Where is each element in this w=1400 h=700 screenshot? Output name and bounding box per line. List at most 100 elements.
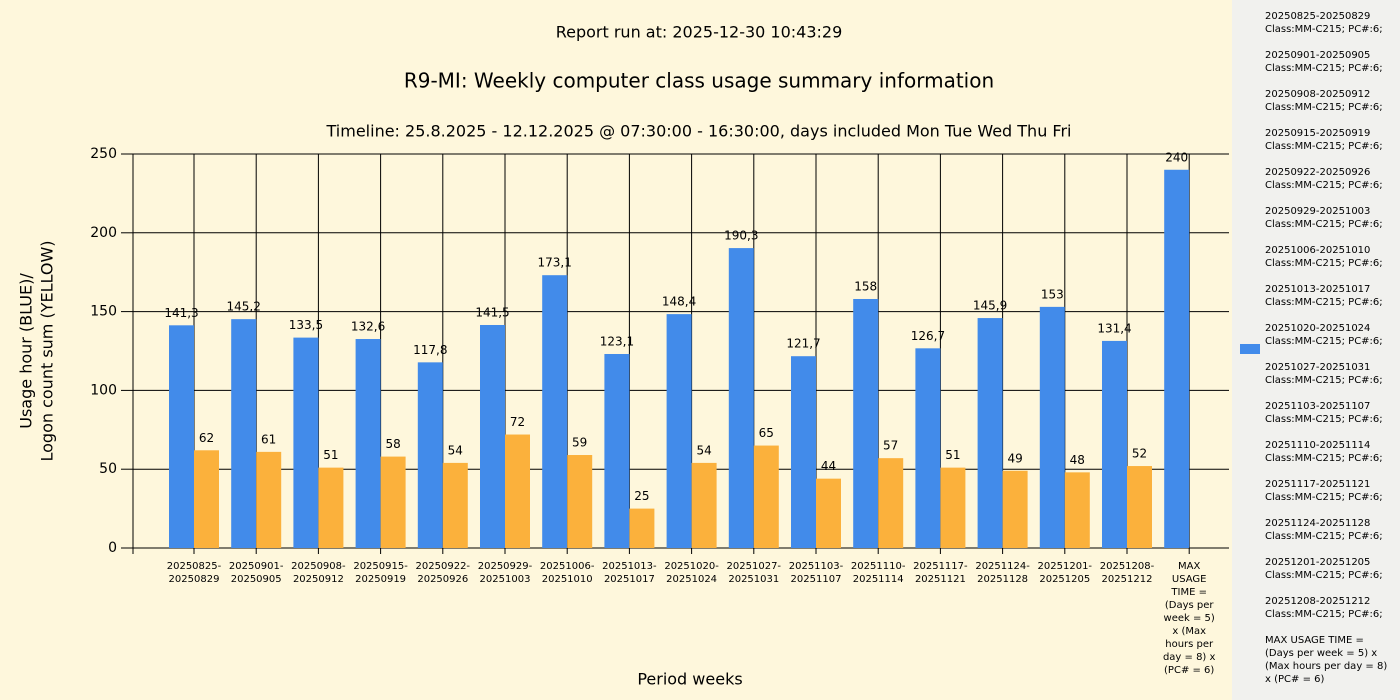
bar	[442, 462, 468, 548]
legend-text: 20251124-20251128	[1265, 518, 1371, 529]
legend-text: 20250915-20250919	[1265, 128, 1371, 139]
plot: Report run at: 2025-12-30 10:43:29 R9-MI…	[17, 23, 1229, 689]
legend-text: Class:MM-C215; PC#:6;	[1265, 531, 1383, 542]
value-label: 173,1	[538, 256, 572, 270]
legend-entry: 20250825-20250829 Class:MM-C215; PC#:6;	[1265, 10, 1395, 36]
bar	[505, 434, 530, 548]
bar	[1064, 472, 1090, 548]
bar	[604, 353, 630, 548]
value-label: 62	[199, 431, 214, 445]
legend-entry: 20250922-20250926 Class:MM-C215; PC#:6;	[1265, 166, 1395, 192]
x-tick-label: 20251208-20251212	[1099, 561, 1155, 585]
legend-text: Class:MM-C215; PC#:6;	[1265, 453, 1383, 464]
x-tick-label: 20250901-20250905	[228, 561, 284, 585]
legend-text: Class:MM-C215; PC#:6;	[1265, 258, 1383, 269]
y-tick-label: 250	[90, 146, 117, 162]
legend-text: Class:MM-C215; PC#:6;	[1265, 63, 1383, 74]
value-label: 145,2	[227, 300, 261, 314]
bar	[1102, 340, 1127, 548]
legend-text: 20251027-20251031	[1265, 362, 1371, 373]
value-label: 61	[261, 432, 276, 446]
value-label: 131,4	[1097, 321, 1131, 335]
legend-text: Class:MM-C215; PC#:6;	[1265, 492, 1383, 503]
legend-text: 20251103-20251107	[1265, 401, 1371, 412]
legend-text: Class:MM-C215; PC#:6;	[1265, 219, 1383, 230]
legend-text: 20251201-20251205	[1265, 557, 1371, 568]
bar	[629, 508, 655, 548]
x-tick-label: 20250908-20250912	[291, 561, 346, 585]
value-label: 48	[1070, 453, 1085, 467]
legend-text: 20250825-20250829	[1265, 11, 1371, 22]
legend-text: Class:MM-C215; PC#:6;	[1265, 102, 1383, 113]
bar	[194, 450, 219, 548]
legend-text: Class:MM-C215; PC#:6;	[1265, 336, 1383, 347]
value-label: 121,7	[786, 337, 820, 351]
legend-entry: 20251124-20251128 Class:MM-C215; PC#:6;	[1265, 517, 1395, 543]
legend-text: Class:MM-C215; PC#:6;	[1265, 24, 1383, 35]
report-run: Report run at: 2025-12-30 10:43:29	[556, 23, 843, 42]
legend-entry: 20251208-20251212 Class:MM-C215; PC#:6;	[1265, 595, 1395, 621]
bar	[231, 319, 257, 548]
value-label: 51	[945, 448, 960, 462]
value-label: 49	[1007, 451, 1022, 465]
bar	[380, 456, 406, 548]
bar	[878, 458, 904, 548]
bar	[853, 298, 879, 548]
value-label: 141,3	[164, 306, 198, 320]
legend-text: Class:MM-C215; PC#:6;	[1265, 375, 1383, 386]
value-label: 65	[759, 426, 774, 440]
value-label: 190,3	[724, 229, 758, 243]
chart-subtitle: Timeline: 25.8.2025 - 12.12.2025 @ 07:30…	[326, 122, 1072, 141]
bar	[293, 337, 319, 548]
legend-entry: 20251103-20251107 Class:MM-C215; PC#:6;	[1265, 400, 1395, 426]
bar	[256, 451, 282, 548]
legend-text: MAX USAGE TIME = (Days per week = 5) x (…	[1265, 635, 1388, 685]
legend-text: Class:MM-C215; PC#:6;	[1265, 180, 1383, 191]
legend-swatch	[1240, 344, 1260, 354]
bar	[940, 467, 966, 548]
y-tick-label: 150	[90, 304, 117, 320]
value-label: 52	[1132, 447, 1147, 461]
legend-entry: 20251013-20251017 Class:MM-C215; PC#:6;	[1265, 283, 1395, 309]
legend-text: Class:MM-C215; PC#:6;	[1265, 414, 1383, 425]
legend-text: 20251013-20251017	[1265, 284, 1371, 295]
value-label: 59	[572, 436, 587, 450]
bar	[791, 356, 816, 548]
legend-text: Class:MM-C215; PC#:6;	[1265, 570, 1383, 581]
legend-entry: 20251020-20251024 Class:MM-C215; PC#:6;	[1265, 322, 1395, 348]
bar	[417, 362, 443, 548]
legend: 20250825-20250829 Class:MM-C215; PC#:6; 20…	[1232, 0, 1400, 700]
value-label: 148,4	[662, 295, 696, 309]
legend-entry: 20250901-20250905 Class:MM-C215; PC#:6;	[1265, 49, 1395, 75]
legend-text: 20251208-20251212	[1265, 596, 1371, 607]
y-tick-label: 50	[99, 461, 117, 477]
value-label: 25	[634, 489, 649, 503]
x-tick-label: 20251124-20251128	[975, 561, 1030, 585]
legend-text: Class:MM-C215; PC#:6;	[1265, 609, 1383, 620]
x-tick-label: 20251110-20251114	[850, 561, 906, 585]
x-tick-label: 20250825-20250829	[166, 561, 222, 585]
bar	[1039, 306, 1065, 548]
value-label: 54	[696, 443, 711, 457]
legend-entry: 20250929-20251003 Class:MM-C215; PC#:6;	[1265, 205, 1395, 231]
bar	[666, 314, 692, 548]
x-axis-label: Period weeks	[637, 670, 742, 689]
legend-text: 20250929-20251003	[1265, 206, 1371, 217]
legend-entry: 20251110-20251114 Class:MM-C215; PC#:6;	[1265, 439, 1395, 465]
value-label: 153	[1041, 287, 1064, 301]
value-label: 44	[821, 459, 836, 473]
bar	[977, 318, 1003, 548]
x-tick-label: 20250915-20250919	[353, 561, 408, 585]
legend-text: 20251117-20251121	[1265, 479, 1371, 490]
x-tick-label: 20251027-20251031	[726, 561, 782, 585]
bar	[480, 324, 505, 548]
value-label: 117,8	[413, 343, 447, 357]
value-label: 123,1	[600, 334, 634, 348]
y-tick-label: 200	[90, 225, 117, 241]
bar	[816, 478, 841, 548]
bar	[542, 275, 568, 548]
value-label: 145,9	[973, 299, 1007, 313]
bar	[728, 248, 754, 548]
bar	[1164, 169, 1190, 548]
